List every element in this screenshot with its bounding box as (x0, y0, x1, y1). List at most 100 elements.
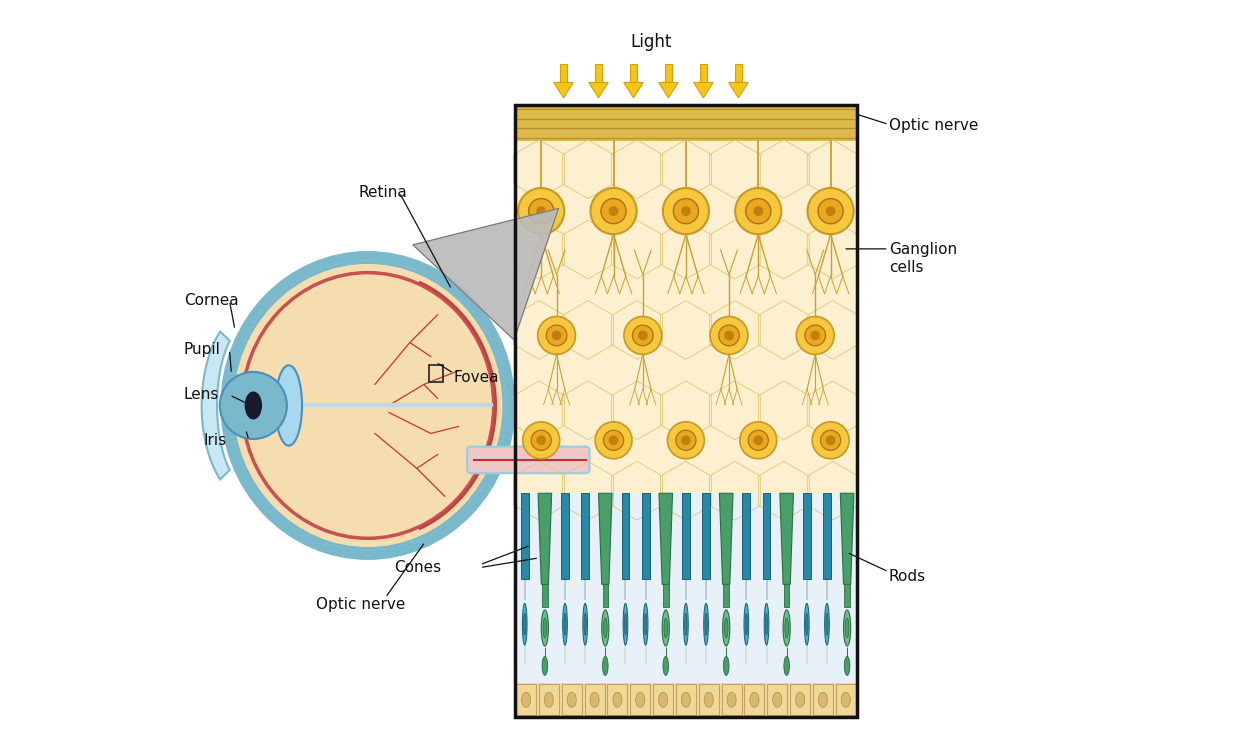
Ellipse shape (275, 365, 302, 445)
Bar (514, 683, 857, 716)
Polygon shape (622, 493, 629, 578)
Ellipse shape (764, 603, 769, 645)
Ellipse shape (623, 603, 628, 645)
Ellipse shape (841, 692, 850, 707)
Ellipse shape (826, 613, 828, 635)
Ellipse shape (746, 613, 747, 635)
Ellipse shape (663, 656, 669, 676)
Circle shape (719, 325, 740, 346)
Circle shape (681, 206, 691, 216)
Circle shape (681, 436, 691, 445)
Ellipse shape (590, 692, 600, 707)
Ellipse shape (743, 603, 748, 645)
Text: Optic nerve: Optic nerve (888, 119, 978, 134)
Bar (514, 105, 857, 716)
Bar (561, 684, 582, 715)
Ellipse shape (563, 603, 567, 645)
Ellipse shape (844, 610, 851, 646)
Circle shape (740, 422, 777, 459)
Bar (735, 64, 742, 82)
Bar (653, 684, 673, 715)
Polygon shape (642, 493, 649, 578)
Circle shape (532, 430, 551, 451)
Bar (585, 684, 605, 715)
Circle shape (825, 436, 835, 445)
Circle shape (601, 199, 626, 223)
Text: Rods: Rods (888, 569, 926, 584)
Circle shape (632, 325, 653, 346)
Bar (607, 684, 627, 715)
Ellipse shape (805, 613, 808, 635)
Ellipse shape (543, 656, 548, 676)
Ellipse shape (773, 692, 782, 707)
Polygon shape (724, 584, 729, 607)
Polygon shape (762, 493, 771, 578)
Circle shape (813, 422, 849, 459)
Ellipse shape (804, 603, 809, 645)
Polygon shape (520, 493, 529, 578)
FancyBboxPatch shape (467, 447, 590, 473)
Bar (515, 684, 536, 715)
Polygon shape (538, 493, 551, 584)
Circle shape (603, 430, 623, 451)
Polygon shape (694, 82, 714, 98)
Circle shape (608, 436, 618, 445)
Polygon shape (202, 331, 229, 479)
Circle shape (538, 316, 575, 354)
Polygon shape (663, 584, 669, 607)
Bar (813, 684, 833, 715)
Ellipse shape (684, 603, 689, 645)
Ellipse shape (844, 656, 850, 676)
Circle shape (818, 199, 844, 223)
Polygon shape (840, 493, 854, 584)
Text: Optic nerve: Optic nerve (316, 597, 405, 612)
Bar (745, 684, 764, 715)
Text: Retina: Retina (359, 185, 408, 200)
Ellipse shape (845, 618, 849, 638)
Circle shape (825, 206, 835, 216)
Polygon shape (581, 493, 589, 578)
Polygon shape (742, 493, 751, 578)
Ellipse shape (564, 613, 566, 635)
Bar (560, 64, 567, 82)
Polygon shape (720, 493, 733, 584)
Polygon shape (561, 493, 569, 578)
Ellipse shape (624, 613, 627, 635)
Circle shape (753, 206, 763, 216)
Ellipse shape (584, 613, 586, 635)
Ellipse shape (544, 692, 554, 707)
Ellipse shape (567, 692, 576, 707)
Polygon shape (729, 82, 748, 98)
Polygon shape (554, 82, 574, 98)
Circle shape (810, 331, 820, 341)
Circle shape (551, 331, 561, 341)
Text: Iris: Iris (203, 433, 227, 448)
Text: Fovea: Fovea (453, 370, 499, 385)
Polygon shape (659, 493, 673, 584)
Bar (721, 684, 742, 715)
Text: Light: Light (631, 33, 672, 51)
Circle shape (673, 199, 699, 223)
Text: Pupil: Pupil (183, 342, 221, 357)
Circle shape (746, 199, 771, 223)
Text: Cones: Cones (394, 560, 441, 575)
Bar (595, 64, 602, 82)
Polygon shape (779, 493, 793, 584)
Circle shape (624, 316, 662, 354)
Ellipse shape (603, 618, 607, 638)
Circle shape (536, 206, 546, 216)
Ellipse shape (704, 692, 714, 707)
Circle shape (805, 325, 825, 346)
Ellipse shape (244, 392, 263, 420)
Ellipse shape (543, 618, 546, 638)
Ellipse shape (541, 610, 549, 646)
Circle shape (529, 199, 554, 223)
Bar (767, 684, 787, 715)
Bar (514, 493, 857, 716)
Bar (631, 684, 650, 715)
FancyArrowPatch shape (413, 208, 559, 340)
Text: Cornea: Cornea (183, 293, 239, 308)
Circle shape (710, 316, 748, 354)
Bar (699, 684, 719, 715)
Circle shape (546, 325, 567, 346)
